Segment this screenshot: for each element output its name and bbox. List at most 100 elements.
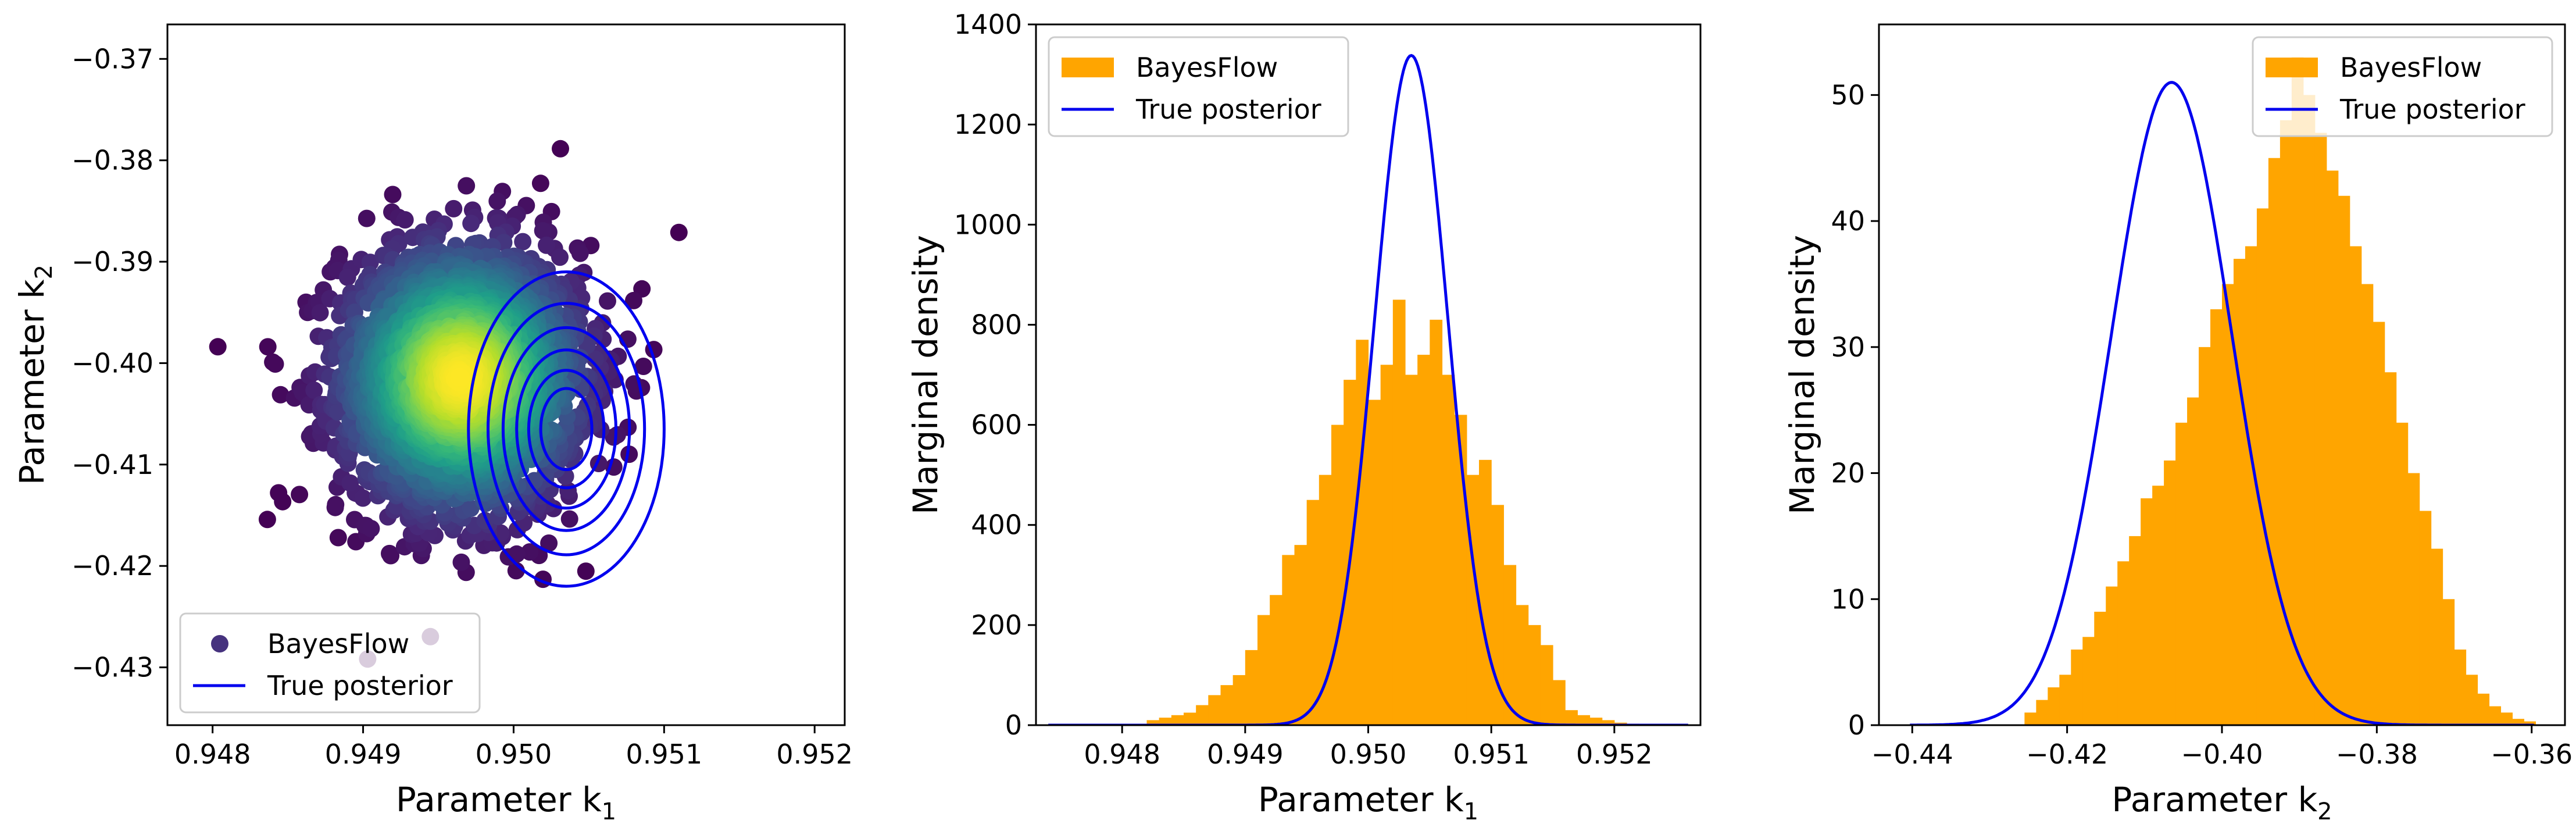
histogram-bar bbox=[2524, 721, 2536, 725]
histogram-bar bbox=[1528, 625, 1541, 725]
scatter-point bbox=[620, 445, 638, 463]
histogram-bar bbox=[2071, 649, 2083, 725]
histogram-bar bbox=[1159, 718, 1172, 725]
histogram-bar bbox=[2129, 536, 2141, 725]
histogram-k2-panel: −0.44 −0.42 −0.40 −0.38 −0.36 0 10 20 30 40 50 Para… bbox=[1782, 23, 2573, 825]
scatter-point bbox=[577, 562, 595, 580]
y-axis-label-main: Parameter k bbox=[12, 279, 52, 485]
histogram-bar bbox=[1516, 605, 1529, 725]
posterior-contour bbox=[487, 302, 646, 557]
x-axis-label-subscript: 1 bbox=[1464, 798, 1478, 825]
y-tick-label: 0 bbox=[1005, 709, 1022, 741]
legend-marker-circle bbox=[211, 635, 228, 652]
y-tick-label: 1000 bbox=[954, 209, 1022, 240]
histogram-bar bbox=[1565, 710, 1578, 725]
posterior-contour bbox=[527, 369, 606, 490]
scatter-point bbox=[341, 474, 359, 492]
scatter-point bbox=[327, 495, 345, 513]
histogram-bar bbox=[1270, 595, 1282, 725]
scatter-point bbox=[354, 489, 372, 507]
histogram-bar bbox=[1602, 720, 1615, 725]
y-tick-label: −0.38 bbox=[72, 145, 153, 176]
scatter-point bbox=[514, 233, 532, 251]
legend: BayesFlow True posterior bbox=[179, 612, 481, 714]
x-tick-label: 0.952 bbox=[1576, 739, 1653, 770]
y-tick-label: 10 bbox=[1831, 583, 1865, 615]
scatter-point bbox=[361, 254, 379, 272]
y-tick-label: 400 bbox=[971, 509, 1022, 541]
histogram-bar bbox=[2141, 498, 2153, 725]
scatter-point bbox=[209, 338, 227, 356]
scatter-point bbox=[534, 222, 552, 240]
y-tick-label: 1400 bbox=[954, 9, 1022, 40]
y-axis-label: Parameter k2 bbox=[12, 265, 58, 485]
scatter-point bbox=[538, 236, 555, 254]
scatter-point bbox=[270, 484, 288, 502]
histogram-bar bbox=[2152, 486, 2164, 725]
x-tick-label: 0.951 bbox=[1453, 739, 1530, 770]
scatter-point bbox=[338, 268, 356, 286]
y-axis-label-subscript: 2 bbox=[31, 265, 58, 279]
y-axis-label-main: Marginal density bbox=[1782, 235, 1822, 515]
plot-area bbox=[1048, 54, 1688, 725]
histogram-bar bbox=[1368, 400, 1381, 725]
y-tick-label: 40 bbox=[1831, 205, 1865, 237]
y-tick-label: 800 bbox=[971, 309, 1022, 340]
legend-box bbox=[2252, 36, 2553, 137]
posterior-contour bbox=[501, 326, 631, 532]
scatter-point bbox=[452, 553, 470, 571]
histogram-bar bbox=[1294, 545, 1307, 725]
axes-frame bbox=[166, 23, 846, 726]
x-axis-label-main: Parameter k bbox=[1258, 780, 1464, 819]
x-tick-label: 0.949 bbox=[325, 739, 402, 770]
scatter-point bbox=[396, 211, 414, 229]
histogram-bar bbox=[1577, 715, 1591, 725]
histogram-bar bbox=[2268, 158, 2281, 725]
scatter-point bbox=[258, 511, 276, 529]
legend-label: True posterior bbox=[1135, 94, 1321, 125]
scatter-point bbox=[259, 338, 277, 356]
y-tick-label: 50 bbox=[1831, 79, 1865, 110]
scatter-point bbox=[462, 215, 480, 233]
scatter-point bbox=[552, 140, 569, 158]
scatter-point bbox=[329, 529, 347, 547]
histogram-bar bbox=[2431, 548, 2443, 725]
histogram-bar bbox=[2373, 322, 2385, 725]
histogram-bar bbox=[2059, 675, 2071, 725]
scatter-point bbox=[670, 223, 688, 241]
histogram-bar bbox=[2489, 706, 2502, 725]
histogram-bar bbox=[1245, 650, 1258, 725]
scatter-panel: 0.948 0.949 0.950 0.951 0.952 −0.37 −0.38 −0.39… bbox=[12, 23, 853, 825]
histogram-k1-panel: 0.948 0.949 0.950 0.951 0.952 0 200 400 600 800 10… bbox=[906, 9, 1702, 825]
histogram-bar bbox=[2361, 284, 2374, 725]
x-tick-label: −0.40 bbox=[2181, 739, 2263, 770]
histogram-bar bbox=[2326, 170, 2339, 725]
legend: BayesFlow True posterior bbox=[1048, 36, 1349, 137]
scatter-point bbox=[625, 291, 642, 309]
histogram-bar bbox=[2442, 599, 2455, 725]
histogram-bar bbox=[2384, 372, 2397, 725]
histogram-bar bbox=[2106, 586, 2118, 725]
posterior-contour bbox=[515, 348, 617, 510]
histogram-bar bbox=[2187, 397, 2199, 725]
histogram-bar bbox=[1479, 459, 1492, 725]
histogram-bar bbox=[1553, 680, 1566, 725]
y-tick-label: 600 bbox=[971, 409, 1022, 441]
scatter-point bbox=[560, 510, 578, 528]
histogram-bar bbox=[1319, 475, 1332, 725]
histogram-bar bbox=[1306, 500, 1320, 725]
histogram-bar bbox=[1257, 615, 1270, 725]
histogram-bar bbox=[1589, 718, 1603, 725]
histogram-bar bbox=[2338, 195, 2350, 725]
histogram-bar bbox=[1540, 645, 1553, 725]
histogram-bar bbox=[2477, 693, 2490, 725]
scatter-point bbox=[571, 244, 589, 262]
y-tick-label: 200 bbox=[971, 609, 1022, 641]
histogram-bar bbox=[2094, 611, 2106, 725]
histogram-bar bbox=[2245, 246, 2257, 725]
histogram-bar bbox=[1442, 375, 1455, 725]
histogram-bar bbox=[2024, 712, 2036, 725]
legend-marker-patch bbox=[2266, 58, 2318, 77]
histogram-bar bbox=[2500, 712, 2513, 725]
true-posterior-curve bbox=[1048, 54, 1688, 725]
